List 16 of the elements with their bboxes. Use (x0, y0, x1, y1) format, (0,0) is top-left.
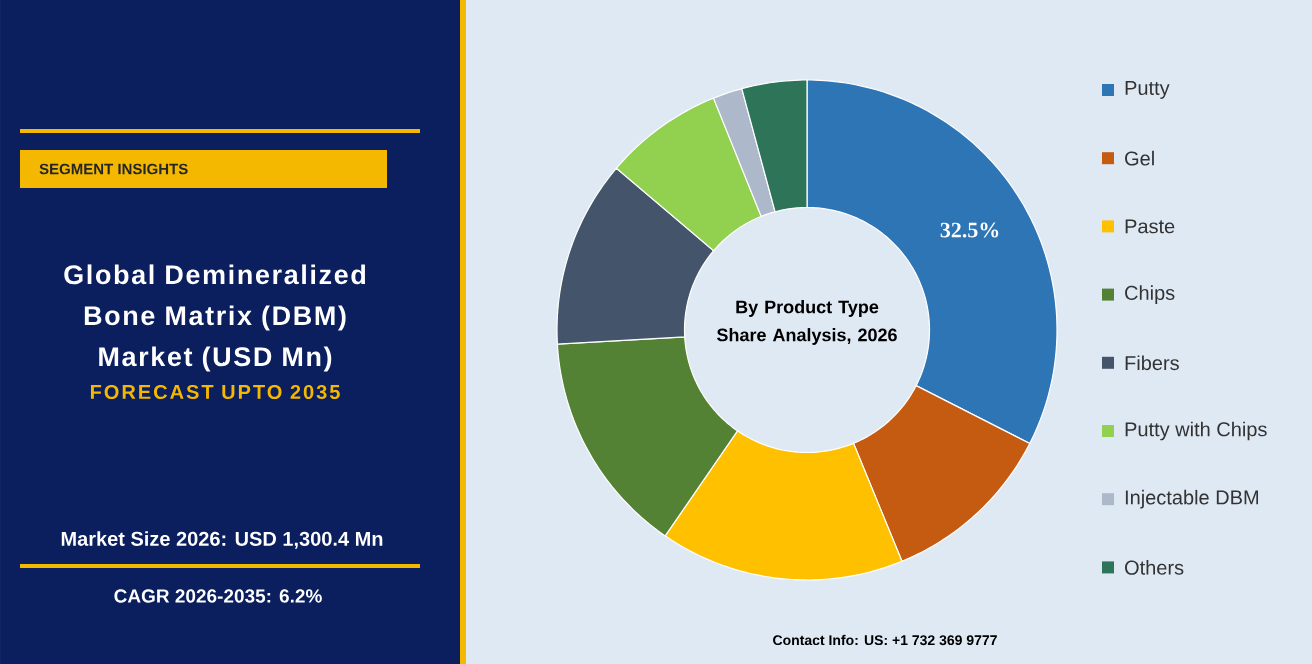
data-label: 32.5% (940, 222, 999, 238)
legend-label: Gel (1125, 150, 1154, 166)
legend-label: Chips (1125, 285, 1175, 304)
text: Global Demineralized Bone Matrix (DBM) Market (USD Mn) (64, 264, 366, 372)
text: Contact Info: US: +1 732 369 9777 (773, 634, 997, 646)
text: SEGMENT INSIGHTS (39, 163, 188, 175)
legend-label: Others (1125, 560, 1184, 575)
legend-label: Putty with Chips (1125, 421, 1267, 441)
legend-label: Injectable DBM (1125, 489, 1259, 509)
legend-label: Fibers (1125, 355, 1179, 371)
legend-label: Paste (1125, 219, 1175, 234)
legend-label: Putty (1125, 81, 1170, 99)
text: CAGR 2026-2035: 6.2% (114, 589, 322, 603)
text: FORECAST UPTO 2035 (90, 384, 340, 400)
text: Market Size 2026: USD 1,300.4 Mn (61, 531, 383, 549)
text: By Product Type Share Analysis, 2026 (716, 300, 897, 345)
